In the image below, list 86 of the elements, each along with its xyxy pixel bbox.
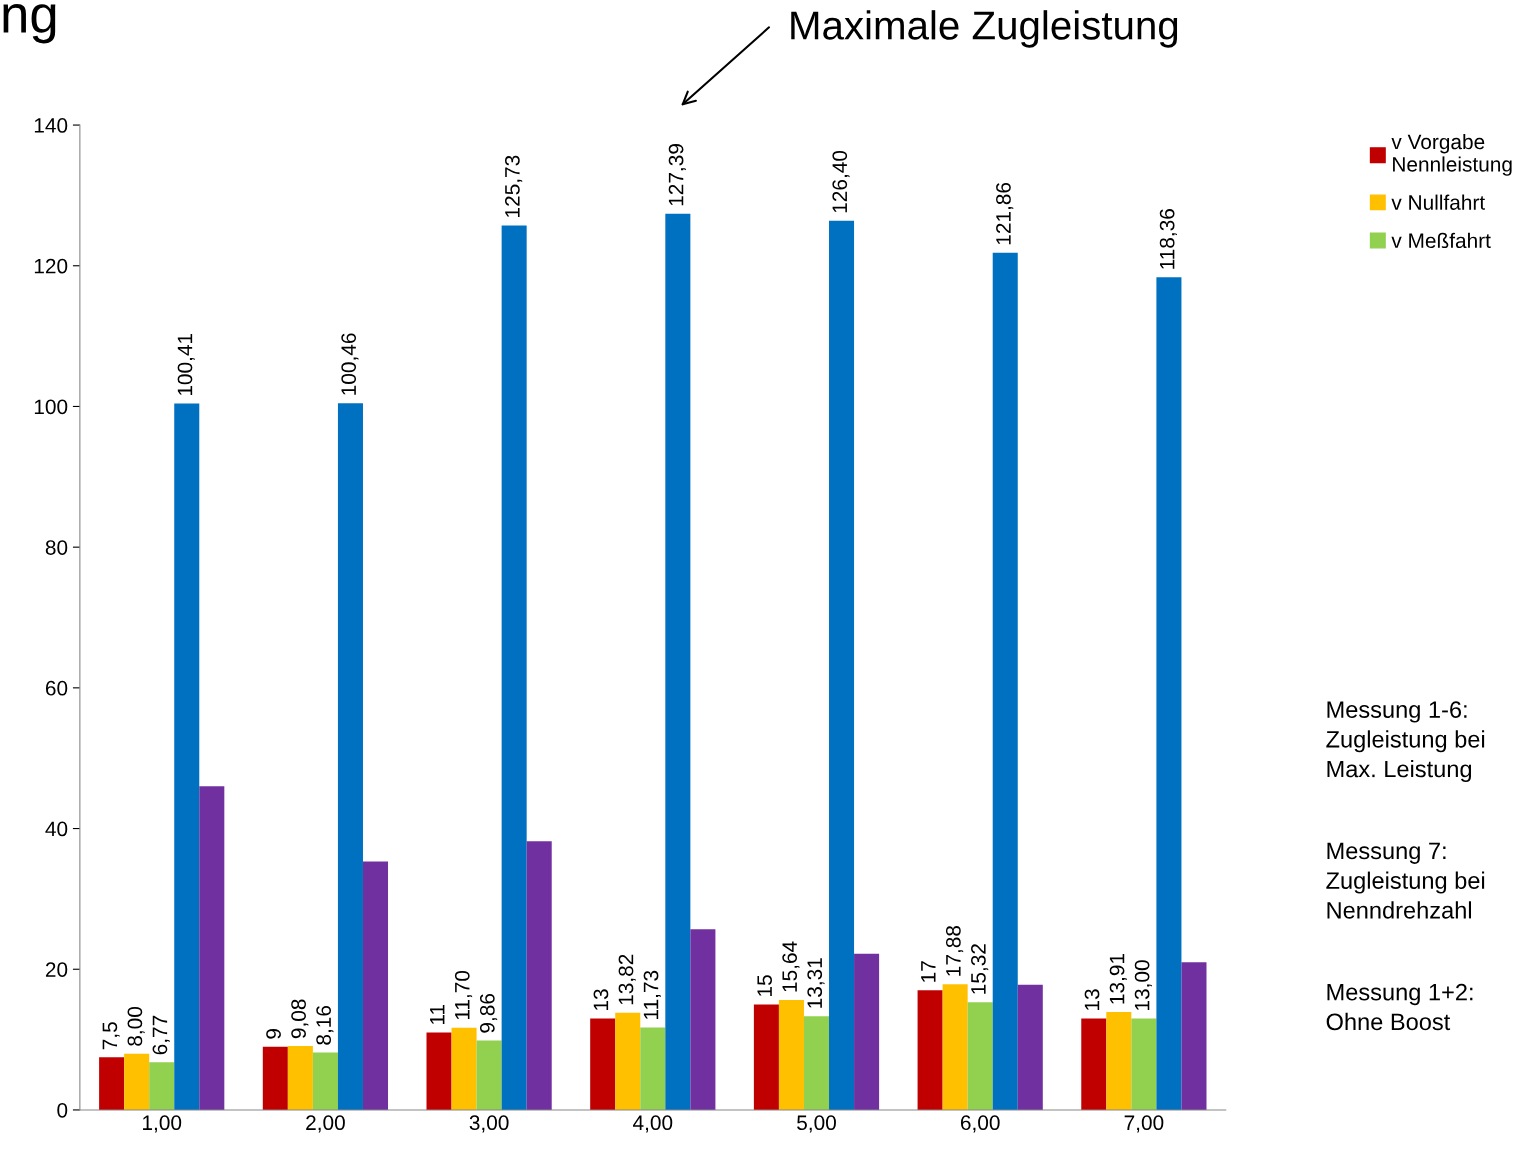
- bar: [124, 1053, 150, 1110]
- y-tick-label: 80: [45, 540, 68, 555]
- data-label: 11,73: [643, 970, 661, 1019]
- x-tick-label: 1,00: [143, 1115, 182, 1133]
- bar: [99, 1057, 125, 1110]
- data-label: 17,88: [945, 925, 964, 976]
- data-label: 15,32: [971, 944, 989, 994]
- bar: [967, 1002, 993, 1110]
- data-label: 8,00: [127, 1006, 145, 1046]
- data-label: 13,00: [1134, 960, 1152, 1010]
- bar: [1106, 1012, 1132, 1110]
- bar: [590, 1018, 616, 1110]
- bar: [199, 786, 225, 1110]
- bar: [174, 403, 200, 1110]
- bar: [917, 990, 943, 1110]
- bar: [690, 929, 716, 1110]
- x-tick-label: 4,00: [633, 1115, 673, 1133]
- data-label: 6,77: [152, 1015, 170, 1055]
- bar: [1156, 277, 1182, 1110]
- bar: [526, 841, 552, 1110]
- data-label: 100,41: [177, 333, 195, 396]
- text: Messung 1-6: Zugleistung bei Max. Leistung: [1326, 701, 1485, 783]
- bar: [451, 1027, 477, 1110]
- x-tick-label: 7,00: [1124, 1115, 1164, 1133]
- bar: [149, 1062, 175, 1110]
- data-label: 13,31: [807, 958, 825, 1008]
- data-label: 11,70: [454, 970, 473, 1020]
- legend-label: v Meßfahrt: [1391, 232, 1491, 249]
- data-label: 13: [1084, 989, 1100, 1010]
- data-label: 15,64: [782, 941, 800, 992]
- y-tick-label: 0: [57, 1102, 68, 1118]
- bar: [665, 213, 691, 1110]
- data-label: 121,86: [996, 182, 1014, 245]
- data-label: 9,86: [479, 994, 498, 1033]
- data-label: 7,5: [102, 1022, 120, 1050]
- x-tick-label: 5,00: [797, 1115, 836, 1133]
- data-label: 15: [757, 975, 772, 996]
- data-label: 17: [921, 961, 936, 982]
- bar: [854, 953, 880, 1110]
- y-tick-label: 20: [45, 962, 68, 977]
- x-tick-label: 3,00: [469, 1115, 509, 1133]
- bar: [1131, 1018, 1157, 1110]
- bar: [287, 1046, 313, 1110]
- data-label: 100,46: [341, 333, 359, 395]
- bar: [992, 252, 1018, 1110]
- legend-label: v Vorgabe Nennleistung: [1391, 133, 1512, 176]
- bar: [501, 225, 527, 1110]
- bar: [778, 999, 804, 1110]
- bar: [615, 1012, 641, 1110]
- bar: [753, 1004, 779, 1110]
- bar: [1181, 962, 1207, 1110]
- y-tick-label: 140: [34, 118, 68, 133]
- bar: [640, 1027, 666, 1110]
- text: Maximale Zugleistung: [791, 10, 1178, 48]
- legend-label: v Nullfahrt: [1391, 194, 1485, 210]
- y-tick-label: 120: [34, 258, 68, 274]
- x-tick-label: 2,00: [306, 1115, 345, 1133]
- data-label: 11: [430, 1005, 445, 1025]
- data-label: 13,82: [618, 954, 636, 1005]
- bar: [1017, 984, 1043, 1110]
- bar: [262, 1046, 288, 1110]
- text: ng: [3, 4, 56, 44]
- data-label: 13,91: [1109, 954, 1127, 1004]
- bar: [829, 220, 855, 1110]
- data-label: 127,39: [668, 144, 686, 206]
- bar: [362, 861, 389, 1110]
- bar: [1081, 1018, 1107, 1110]
- data-label: 125,73: [504, 155, 523, 217]
- bar: [803, 1016, 830, 1110]
- x-tick-label: 6,00: [960, 1115, 1000, 1133]
- bar: [312, 1052, 338, 1110]
- bar: [942, 984, 968, 1110]
- data-label: 9: [266, 1029, 281, 1039]
- y-tick-label: 40: [45, 821, 68, 837]
- y-tick-label: 60: [45, 680, 68, 696]
- text: Messung 1+2: Ohne Boost: [1326, 983, 1473, 1031]
- data-label: 126,40: [832, 150, 850, 213]
- data-label: 8,16: [316, 1005, 334, 1045]
- y-tick-label: 100: [34, 399, 68, 415]
- text: Messung 7: Zugleistung bei Nenndrehzahl: [1326, 842, 1485, 919]
- data-label: 118,36: [1159, 209, 1177, 269]
- bar: [426, 1032, 452, 1110]
- bar: [476, 1040, 502, 1110]
- data-label: 9,08: [291, 999, 309, 1039]
- data-label: 13: [593, 989, 609, 1010]
- bar: [337, 403, 363, 1110]
